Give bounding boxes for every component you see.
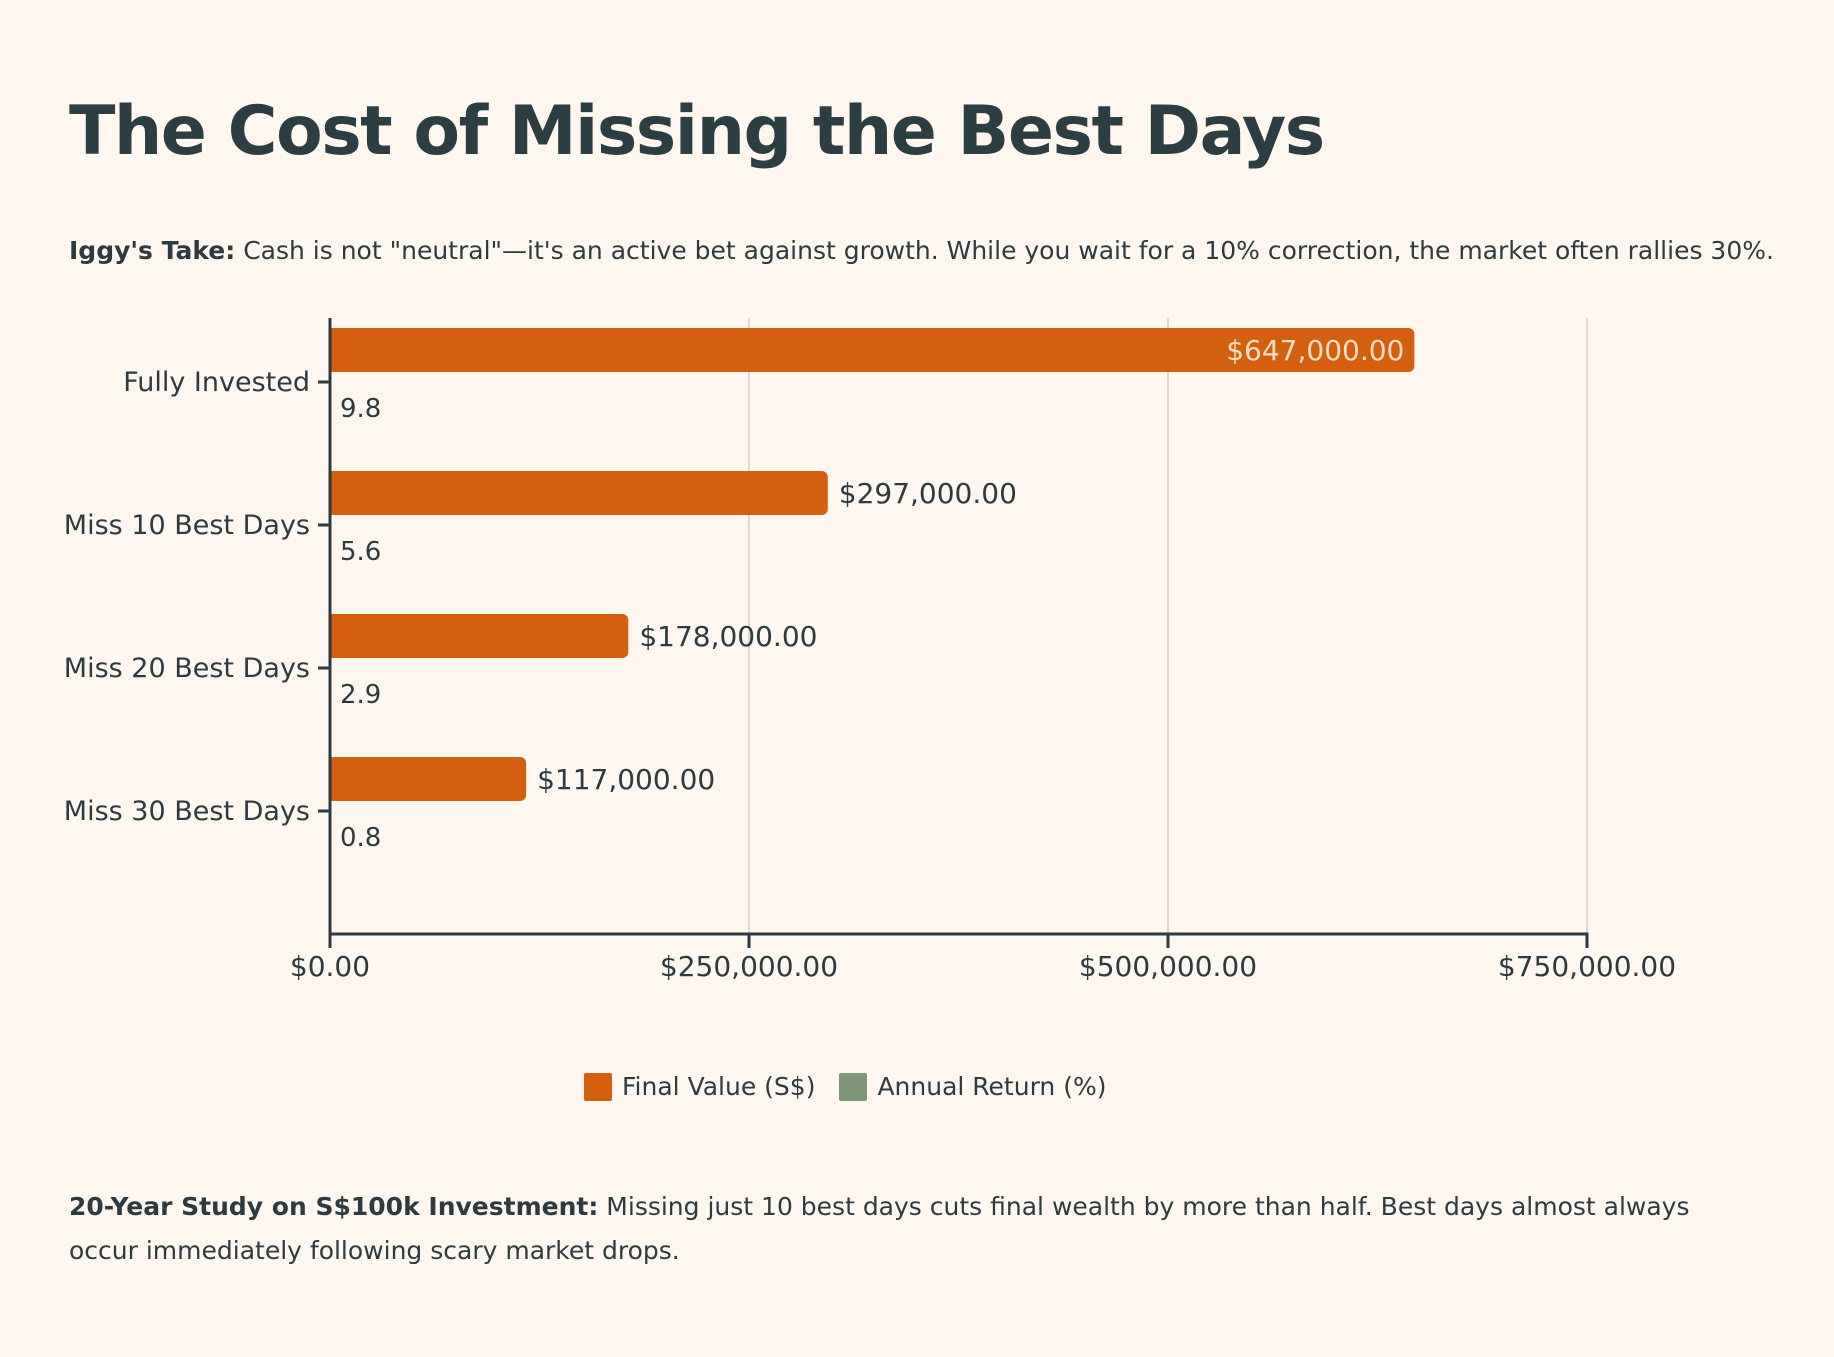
x-tick-label: $250,000.00 [660, 950, 838, 983]
bar-chart: $647,000.00 9.8 Fully Invested $297,000.00 5… [64, 318, 1676, 983]
take-text: Cash is not "neutral"—it's an active bet… [243, 236, 1774, 265]
y-tick-label: Fully Invested [123, 367, 310, 398]
bar-final-value-edge [330, 614, 340, 658]
annual-return-label: 0.8 [340, 823, 381, 853]
bar-final-value [330, 471, 828, 515]
x-tick-label: $0.00 [290, 950, 370, 983]
chart-legend: Final Value (S$) Annual Return (%) [584, 1072, 1130, 1101]
legend-swatch-annual-return [839, 1072, 868, 1101]
annual-return-label: 2.9 [340, 680, 381, 710]
labels: $647,000.00 9.8 Fully Invested $297,000.00 5… [64, 334, 1676, 983]
bar-final-value-edge [330, 328, 340, 372]
legend-swatch-final-value [584, 1072, 612, 1101]
take-label: Iggy's Take: [69, 236, 236, 265]
footnote-label: 20-Year Study on S$100k Investment: [69, 1192, 599, 1221]
bars [330, 328, 1415, 801]
legend-label-final-value: Final Value (S$) [622, 1072, 816, 1101]
legend-item-final-value[interactable]: Final Value (S$) [584, 1072, 815, 1101]
bar-value-label: $117,000.00 [537, 763, 715, 796]
axes [318, 318, 1589, 948]
legend-item-annual-return[interactable]: Annual Return (%) [839, 1072, 1106, 1101]
y-tick-label: Miss 30 Best Days [64, 796, 310, 827]
legend-label-annual-return: Annual Return (%) [877, 1072, 1107, 1101]
iggys-take: Iggy's Take: Cash is not "neutral"—it's … [69, 236, 1774, 265]
annual-return-label: 9.8 [340, 394, 381, 424]
bar-value-label: $297,000.00 [839, 477, 1017, 510]
footnote-text: Missing just 10 best days cuts final wea… [69, 1192, 1690, 1265]
bar-final-value [330, 757, 527, 801]
y-tick-label: Miss 20 Best Days [64, 653, 310, 684]
y-tick-label: Miss 10 Best Days [64, 510, 310, 541]
bar-value-label: $647,000.00 [1226, 334, 1404, 367]
x-tick-label: $500,000.00 [1079, 950, 1257, 983]
bar-final-value [330, 328, 1415, 372]
annual-return-label: 5.6 [340, 537, 381, 567]
bar-final-value-edge [330, 471, 340, 515]
x-tick-label: $750,000.00 [1498, 950, 1676, 983]
page-title: The Cost of Missing the Best Days [69, 92, 1325, 171]
bar-value-label: $178,000.00 [639, 620, 817, 653]
bar-final-value-edge [330, 757, 340, 801]
grid-lines [748, 318, 1588, 934]
footnote: 20-Year Study on S$100k Investment: Miss… [69, 1185, 1759, 1273]
bar-final-value [330, 614, 629, 658]
